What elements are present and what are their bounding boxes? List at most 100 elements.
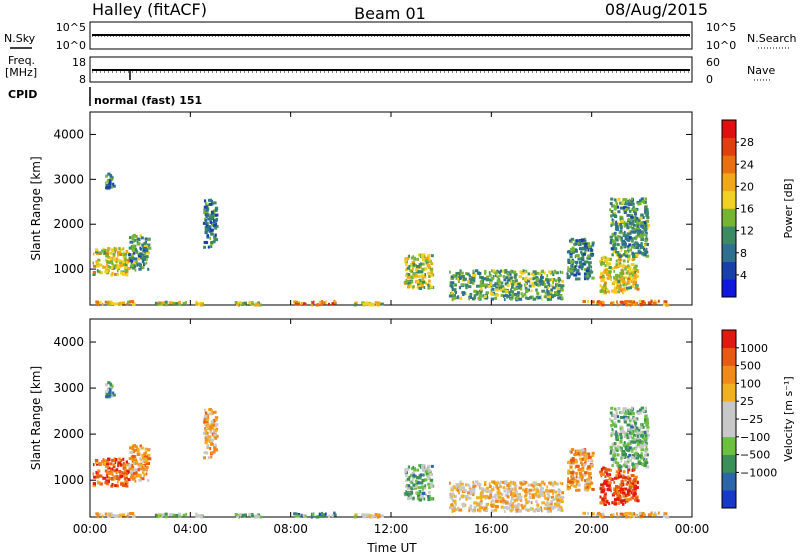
data-cell <box>544 496 548 500</box>
data-cell <box>663 302 666 306</box>
data-cell <box>615 461 617 464</box>
data-cell <box>102 458 105 462</box>
data-cell <box>421 255 425 259</box>
data-cell <box>102 265 107 269</box>
data-cell <box>107 472 112 475</box>
data-cell <box>195 302 198 306</box>
data-cell <box>603 282 607 286</box>
data-cell <box>210 409 213 413</box>
data-cell <box>133 462 135 466</box>
data-cell <box>421 267 425 271</box>
data-cell <box>507 489 511 493</box>
data-cell <box>611 232 614 236</box>
data-cell <box>505 487 509 491</box>
data-cell <box>406 275 410 279</box>
data-cell <box>549 297 552 301</box>
data-cell <box>571 457 575 460</box>
data-cell <box>586 260 589 264</box>
data-cell <box>622 291 625 295</box>
data-cell <box>627 277 631 281</box>
data-cell <box>557 495 562 499</box>
data-cell <box>109 477 113 480</box>
data-cell <box>614 222 618 226</box>
data-cell <box>626 238 630 242</box>
data-cell <box>429 478 434 482</box>
data-cell <box>455 483 460 487</box>
data-cell <box>478 503 482 507</box>
data-cell <box>535 288 538 292</box>
data-cell <box>567 480 571 484</box>
data-cell <box>107 512 109 516</box>
data-cell <box>555 503 559 507</box>
data-cell <box>612 423 615 427</box>
data-cell <box>576 268 578 272</box>
data-cell <box>532 270 537 274</box>
data-cell <box>577 483 581 487</box>
data-cell <box>630 218 635 222</box>
data-cell <box>641 252 644 256</box>
data-cell <box>125 460 128 464</box>
data-cell <box>583 237 587 241</box>
data-cell <box>556 493 561 497</box>
data-cell <box>557 501 561 505</box>
data-cell <box>586 477 591 481</box>
data-cell <box>496 486 500 490</box>
data-cell <box>259 303 262 307</box>
data-cell <box>629 286 632 290</box>
data-cell <box>604 481 608 485</box>
data-cell <box>614 265 618 269</box>
data-cell <box>619 439 623 443</box>
data-cell <box>640 241 643 245</box>
data-cell <box>623 242 627 246</box>
data-cell <box>365 301 369 305</box>
data-cell <box>576 480 580 484</box>
data-cell <box>645 449 648 453</box>
data-cell <box>408 264 411 268</box>
data-cell <box>463 488 467 492</box>
data-cell <box>619 432 623 436</box>
data-cell <box>493 482 498 485</box>
data-cell <box>619 416 624 419</box>
data-cell <box>98 474 103 478</box>
data-cell <box>582 300 586 303</box>
data-cell <box>496 490 501 494</box>
data-cell <box>146 453 151 457</box>
data-cell <box>604 270 608 274</box>
data-cell <box>558 500 562 503</box>
data-cell <box>511 497 514 501</box>
data-cell <box>628 483 633 487</box>
data-cell <box>628 419 632 423</box>
data-cell <box>425 472 429 476</box>
data-cell <box>111 467 114 471</box>
data-cell <box>213 445 217 449</box>
data-cell <box>644 197 647 201</box>
data-cell <box>234 301 238 305</box>
data-cell <box>182 301 186 305</box>
data-cell <box>122 263 126 267</box>
data-cell <box>131 447 135 451</box>
data-cell <box>106 248 110 252</box>
data-cell <box>509 281 514 285</box>
data-cell <box>575 449 579 453</box>
data-cell <box>623 455 625 458</box>
data-cell <box>572 480 576 484</box>
data-cell <box>620 272 623 276</box>
data-cell <box>583 463 586 467</box>
data-cell <box>628 478 632 482</box>
data-cell <box>631 432 634 436</box>
data-cell <box>105 174 108 178</box>
data-cell <box>111 261 114 265</box>
y-axis-label: Slant Range [km] <box>29 366 43 470</box>
data-cell <box>537 495 540 499</box>
data-cell <box>580 478 584 482</box>
data-cell <box>632 210 637 213</box>
data-cell <box>207 456 210 460</box>
data-cell <box>601 300 605 304</box>
data-cell <box>626 444 630 448</box>
data-cell <box>488 278 493 282</box>
data-cell <box>620 238 623 242</box>
data-cell <box>99 512 102 516</box>
data-cell <box>210 241 214 244</box>
data-cell <box>494 282 497 286</box>
data-cell <box>204 222 208 226</box>
